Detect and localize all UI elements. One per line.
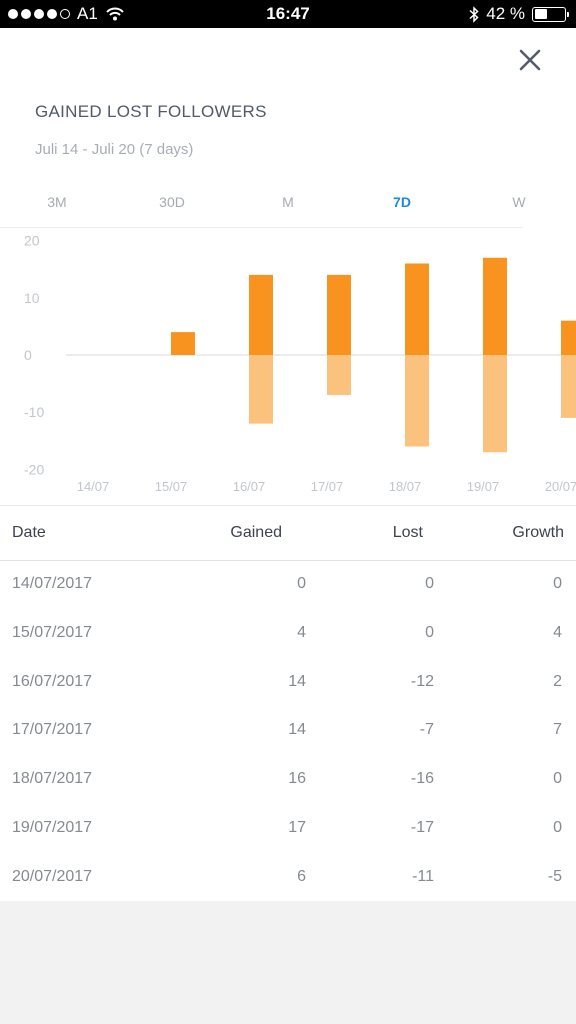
header-growth: Growth [512, 524, 564, 541]
tab-w[interactable]: W [512, 194, 526, 210]
table-row: 15/07/2017 4 0 4 [0, 610, 576, 658]
y-tick-label: -10 [24, 404, 44, 420]
cell-gained: 16 [288, 770, 306, 788]
cell-gained: 6 [297, 867, 306, 885]
tab-m[interactable]: M [282, 194, 294, 210]
x-tick-label: 14/07 [77, 479, 110, 494]
battery-percent: 42 % [486, 4, 525, 23]
bluetooth-icon [469, 5, 479, 23]
cell-date: 19/07/2017 [12, 819, 93, 836]
y-tick-label: 20 [24, 233, 40, 249]
header-lost: Lost [392, 524, 423, 541]
table-row: 14/07/2017 0 0 0 [0, 561, 576, 609]
gained-bar [483, 257, 507, 355]
table-row: 18/07/2017 16 -16 0 [0, 756, 576, 804]
cell-growth: 7 [553, 721, 562, 739]
period-tabs: 3M 30D M 7D W [0, 182, 526, 228]
cell-date: 20/07/2017 [12, 867, 93, 885]
table-row: 19/07/2017 17 -17 0 [0, 805, 576, 853]
cell-growth: 0 [553, 575, 562, 592]
cell-growth: 4 [553, 623, 562, 641]
table-row: 17/07/2017 14 -7 7 [0, 707, 576, 755]
cell-lost: -16 [410, 770, 434, 788]
cell-date: 16/07/2017 [12, 672, 93, 690]
cell-lost: -12 [410, 672, 434, 690]
cell-lost: 0 [425, 623, 434, 641]
status-time: 16:47 [266, 4, 310, 23]
header-date: Date [12, 524, 46, 541]
tab-3m[interactable]: 3M [47, 194, 67, 210]
status-right: 42 % [469, 4, 569, 24]
status-left: A1 [8, 4, 124, 24]
wifi-icon [106, 7, 124, 21]
tab-30d[interactable]: 30D [159, 194, 185, 210]
page-title: GAINED LOST FOLLOWERS [35, 102, 267, 121]
followers-sheet: GAINED LOST FOLLOWERS Juli 14 - Juli 20 … [0, 28, 576, 901]
cell-gained: 17 [288, 819, 306, 836]
x-tick-label: 15/07 [155, 479, 188, 494]
cell-gained: 0 [297, 575, 306, 592]
cell-date: 15/07/2017 [12, 623, 93, 641]
table-header: Date Gained Lost Growth [0, 505, 576, 561]
cell-lost: 0 [425, 575, 434, 592]
followers-chart: 20 10 0 -10 -20 14/07 15/07 16/07 17/07 18/07 19/0… [0, 228, 576, 506]
cell-growth: -5 [547, 867, 562, 885]
cell-date: 18/07/2017 [12, 770, 93, 788]
x-tick-label: 16/07 [233, 479, 266, 494]
cell-date: 14/07/2017 [12, 575, 93, 592]
table-row: 16/07/2017 14 -12 2 [0, 659, 576, 707]
table-row: 20/07/2017 6 -11 -5 [0, 854, 576, 902]
cell-lost: -17 [410, 819, 434, 836]
y-tick-label: 0 [24, 347, 32, 363]
signal-strength-icon [8, 9, 70, 19]
lost-bar [561, 355, 576, 418]
x-tick-label: 18/07 [389, 479, 422, 494]
cell-growth: 2 [553, 672, 562, 690]
battery-icon [532, 6, 569, 22]
cell-growth: 0 [553, 819, 562, 836]
carrier-name: A1 [77, 4, 98, 23]
x-tick-label: 20/07 [545, 479, 576, 494]
x-tick-label: 19/07 [467, 479, 500, 494]
gained-bar [327, 274, 351, 355]
tab-7d[interactable]: 7D [393, 194, 411, 210]
cell-gained: 14 [288, 672, 306, 690]
cell-gained: 14 [288, 721, 306, 739]
x-tick-label: 17/07 [311, 479, 344, 494]
cell-lost: -7 [419, 721, 434, 739]
gained-bar [561, 320, 576, 355]
gained-bar [405, 263, 429, 355]
gained-bar [171, 332, 195, 355]
y-tick-label: 10 [24, 290, 40, 306]
status-bar: A1 16:47 42 % [0, 0, 576, 28]
lost-bar [327, 355, 351, 396]
lost-bar [483, 355, 507, 453]
cell-growth: 0 [553, 770, 562, 788]
cell-lost: -11 [412, 867, 434, 885]
battery-level [534, 9, 547, 19]
lost-bar [405, 355, 429, 447]
close-icon[interactable] [512, 42, 548, 78]
lost-bar [249, 355, 273, 424]
cell-gained: 4 [297, 623, 306, 641]
header-gained: Gained [230, 524, 282, 541]
gained-bar [249, 274, 273, 355]
date-range: Juli 14 - Juli 20 (7 days) [35, 141, 194, 158]
y-tick-label: -20 [24, 461, 44, 477]
cell-date: 17/07/2017 [12, 721, 93, 739]
